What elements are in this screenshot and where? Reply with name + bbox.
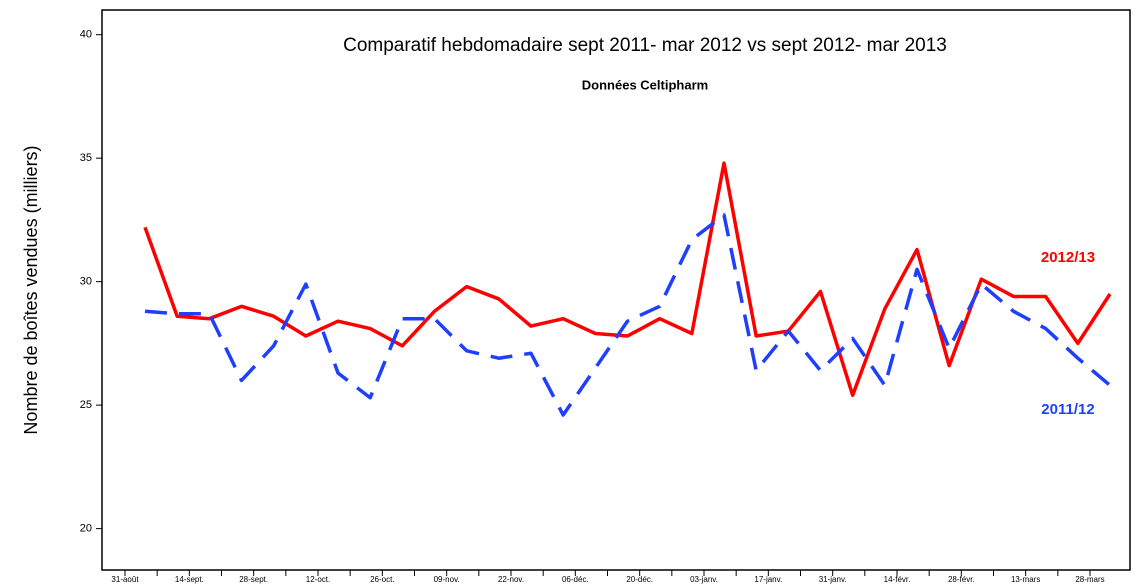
x-tick-label: 28-sept. (239, 575, 268, 584)
chart-subtitle: Données Celtipharm (582, 77, 708, 92)
series-label: 2011/12 (1041, 401, 1094, 418)
x-tick-label: 28-févr. (948, 575, 975, 584)
x-tick-label: 20-déc. (626, 575, 653, 584)
y-tick-label: 30 (80, 276, 92, 288)
x-tick-label: 14-févr. (884, 575, 911, 584)
y-tick-label: 25 (80, 399, 92, 411)
x-tick-label: 22-nov. (498, 575, 524, 584)
x-tick-label: 03-janv. (690, 575, 718, 584)
x-tick-label: 17-janv. (754, 575, 782, 584)
x-tick-label: 26-oct. (370, 575, 394, 584)
x-tick-label: 28-mars (1075, 575, 1104, 584)
x-tick-label: 13-mars (1011, 575, 1040, 584)
y-tick-label: 40 (80, 29, 92, 41)
y-tick-label: 20 (80, 523, 92, 535)
series-line (144, 213, 1112, 417)
x-tick-label: 31-janv. (819, 575, 847, 584)
x-tick-label: 14-sept. (175, 575, 204, 584)
plot-frame (101, 9, 1131, 571)
x-tick-label: 09-nov. (434, 575, 460, 584)
x-tick-label: 31-août (111, 575, 139, 584)
x-tick-label: 06-déc. (562, 575, 589, 584)
y-axis-label: Nombre de boîtes vendues (milliers) (21, 145, 41, 434)
series-line (143, 161, 1112, 398)
series-label: 2012/13 (1041, 249, 1095, 266)
x-tick-label: 12-oct. (306, 575, 330, 584)
y-tick-label: 35 (80, 152, 92, 164)
chart-title: Comparatif hebdomadaire sept 2011- mar 2… (343, 35, 947, 56)
